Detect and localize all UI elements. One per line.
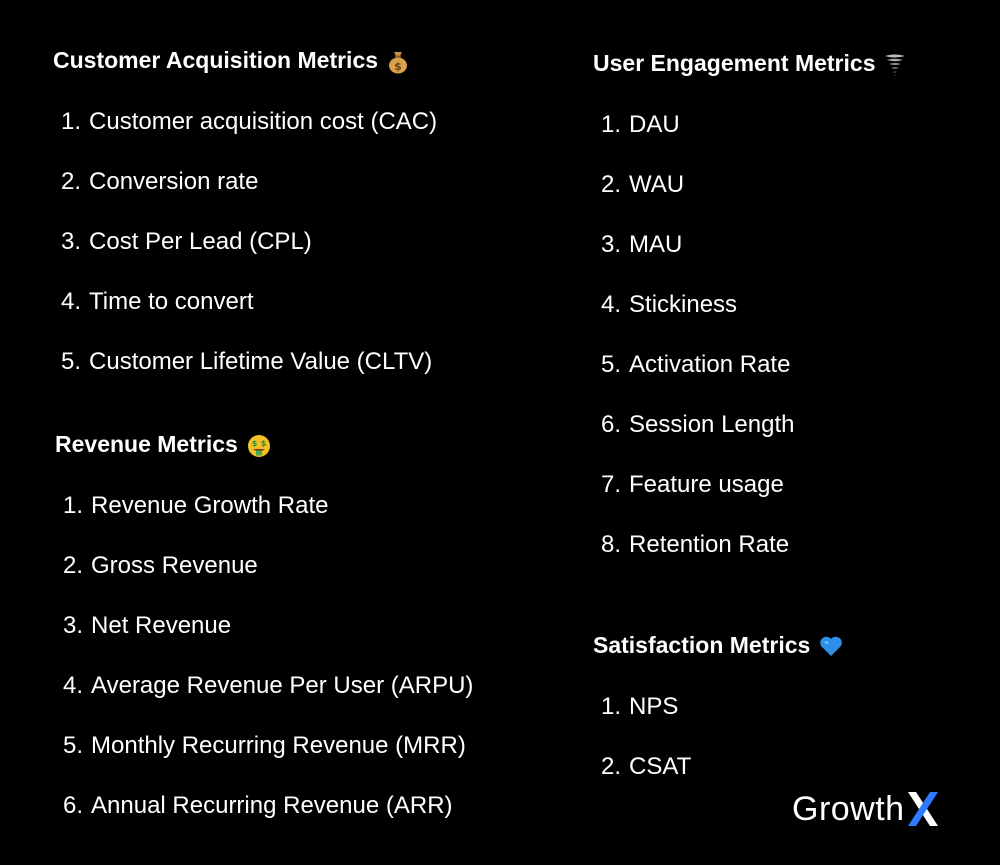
blue-heart-icon xyxy=(819,635,843,657)
svg-text:$: $ xyxy=(394,60,402,73)
svg-text:$: $ xyxy=(252,439,258,448)
list-item: 2. Conversion rate xyxy=(61,168,259,195)
money-mouth-face-icon: $ $ xyxy=(247,434,270,457)
list-item: 7. Feature usage xyxy=(601,471,784,498)
section-title: Customer Acquisition Metrics xyxy=(53,47,379,73)
x-mark-icon xyxy=(906,790,940,828)
section-title: User Engagement Metrics xyxy=(593,50,876,76)
list-item: 4. Average Revenue Per User (ARPU) xyxy=(63,672,474,699)
section-heading: Satisfaction Metrics xyxy=(593,632,843,658)
list-item: 5. Activation Rate xyxy=(601,351,791,378)
list-item: 1. Revenue Growth Rate xyxy=(63,492,329,519)
section-title: Revenue Metrics xyxy=(55,431,238,457)
money-bag-icon: $ xyxy=(387,50,409,73)
svg-text:$: $ xyxy=(261,439,267,448)
section-heading: Customer Acquisition Metrics $ xyxy=(53,47,409,73)
list-item: 1. Customer acquisition cost (CAC) xyxy=(61,108,438,135)
list-item: 2. WAU xyxy=(601,171,685,198)
list-item: 6. Session Length xyxy=(601,411,795,438)
list-item: 3. Cost Per Lead (CPL) xyxy=(61,228,312,255)
list-item: 1. DAU xyxy=(601,111,680,138)
list-item: 8. Retention Rate xyxy=(601,531,790,558)
growthx-logo: Growth xyxy=(792,790,940,828)
list-item: 1. NPS xyxy=(601,693,679,720)
list-item: 5. Customer Lifetime Value (CLTV) xyxy=(61,348,433,375)
list-item: 3. MAU xyxy=(601,231,683,258)
section-heading: Revenue Metrics $ $ xyxy=(55,431,270,457)
list-item: 3. Net Revenue xyxy=(63,612,232,639)
list-item: 2. CSAT xyxy=(601,753,692,780)
logo-text: Growth xyxy=(792,790,905,828)
list-item: 5. Monthly Recurring Revenue (MRR) xyxy=(63,732,466,759)
section-title: Satisfaction Metrics xyxy=(593,632,811,658)
list-item: 2. Gross Revenue xyxy=(63,552,258,579)
list-item: 4. Stickiness xyxy=(601,291,738,318)
list-item: 4. Time to convert xyxy=(61,288,254,315)
tornado-icon xyxy=(884,53,906,75)
list-item: 6. Annual Recurring Revenue (ARR) xyxy=(63,792,453,819)
section-heading: User Engagement Metrics xyxy=(593,52,906,75)
